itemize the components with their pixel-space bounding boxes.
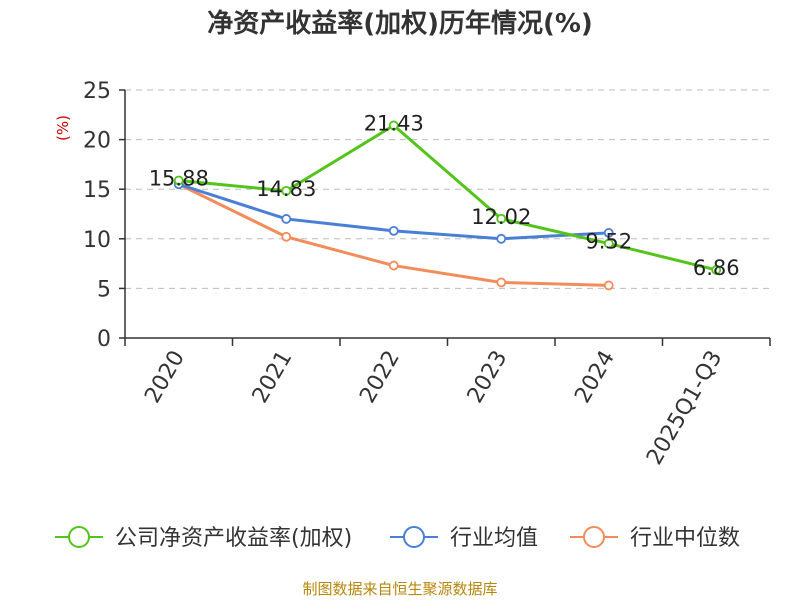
source-note: 制图数据来自恒生聚源数据库 (302, 580, 497, 598)
data-label: 6.86 (693, 256, 740, 280)
data-point (711, 265, 722, 275)
x-tick-label: 2021 (248, 347, 298, 408)
data-point (496, 213, 507, 224)
data-label: 15.88 (149, 166, 209, 190)
data-point (388, 225, 399, 236)
data-point (603, 227, 614, 238)
legend: 公司净资产收益率(加权) 行业均值 行业中位数 (55, 526, 740, 551)
grid (125, 89, 770, 289)
chart-title: 净资产收益率(加权)历年情况(%) (207, 8, 593, 39)
y-tick-label: 5 (97, 277, 111, 302)
y-tick-label: 15 (83, 178, 111, 203)
data-point (496, 277, 507, 288)
data-point (281, 185, 292, 196)
data-labels: 15.88 14.83 21.43 12.02 9.52 6.86 (149, 111, 740, 280)
legend-marker (583, 526, 605, 548)
x-tick-label: 2025Q1-Q3 (642, 347, 727, 470)
legend-marker (403, 526, 425, 548)
data-point (281, 214, 292, 224)
series (173, 120, 722, 291)
x-tick-label: 2022 (355, 347, 405, 408)
data-point (603, 280, 614, 291)
y-tick-label: 20 (83, 129, 111, 154)
data-point (173, 175, 184, 186)
data-label: 12.02 (471, 205, 531, 229)
data-label: 21.43 (364, 111, 424, 135)
data-point (281, 231, 292, 242)
y-tick-label: 0 (97, 327, 111, 352)
series-line (178, 123, 717, 272)
legend-marker (68, 526, 90, 548)
data-point (603, 238, 614, 249)
y-tick-label: 10 (83, 228, 111, 253)
legend-label: 公司净资产收益率(加权) (115, 526, 352, 551)
y-tick-label: 25 (83, 79, 111, 104)
x-tick-label: 2023 (463, 347, 513, 408)
data-point (388, 260, 399, 271)
x-tick-label: 2020 (140, 347, 190, 408)
axes: 0 5 10 15 20 25 2020 2021 2022 2023 2024 2025Q1-Q3 (83, 79, 771, 470)
data-point (496, 233, 507, 244)
data-label: 9.52 (585, 230, 632, 254)
data-point (388, 120, 399, 131)
legend-label: 行业中位数 (630, 526, 740, 551)
data-label: 14.83 (256, 177, 316, 201)
x-tick-label: 2024 (570, 347, 620, 408)
y-axis-unit: (%) (54, 115, 72, 141)
legend-label: 行业均值 (450, 526, 538, 551)
